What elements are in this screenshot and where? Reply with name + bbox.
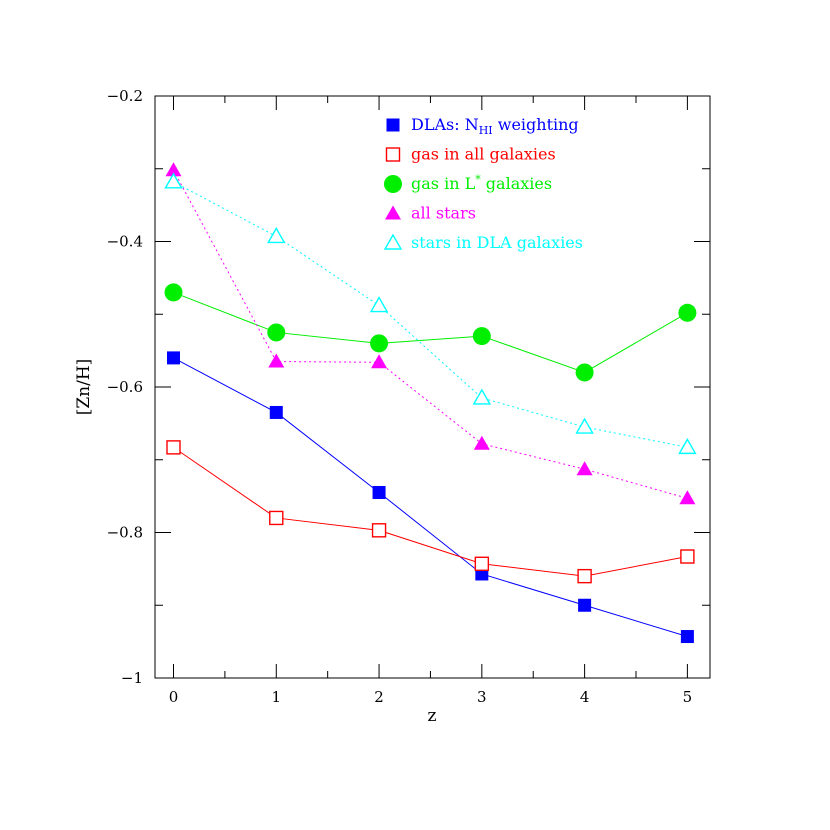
- data-point: [678, 303, 697, 322]
- series-line: [173, 181, 688, 448]
- legend-label-text: galaxies: [481, 174, 552, 193]
- legend-marker: [385, 147, 401, 162]
- legend-label-superscript: *: [475, 173, 481, 186]
- data-point: [372, 485, 386, 499]
- series-0: [167, 351, 694, 644]
- data-point: [165, 162, 182, 177]
- data-point: [269, 405, 283, 419]
- data-point: [578, 598, 592, 612]
- data-point: [371, 523, 387, 538]
- legend-label-text: DLAs: N: [411, 115, 479, 134]
- data-point: [164, 172, 183, 189]
- legend-marker: [384, 175, 402, 193]
- series-3: [165, 162, 696, 505]
- legend-label: all stars: [411, 204, 476, 223]
- y-tick-label: −0.2: [107, 87, 143, 105]
- legend-label: gas in all galaxies: [411, 145, 556, 164]
- series-line: [173, 169, 688, 499]
- data-point: [473, 435, 490, 450]
- data-point: [680, 630, 694, 644]
- legend-label-text: gas in L: [411, 174, 476, 193]
- legend-label-text: weighting: [493, 115, 579, 134]
- data-point: [474, 556, 490, 571]
- data-point: [269, 510, 284, 526]
- legend-marker: [385, 205, 401, 220]
- y-axis-label: [Zn/H]: [74, 359, 94, 416]
- x-tick-label: 2: [374, 688, 384, 706]
- legend-marker: [383, 233, 403, 250]
- legend-label-text: gas in all galaxies: [411, 145, 556, 164]
- legend-entry: gas in all galaxies: [385, 145, 556, 164]
- x-tick-label: 1: [272, 688, 282, 706]
- y-tick-label: −1: [121, 669, 143, 687]
- legend-entry: stars in DLA galaxies: [383, 233, 583, 252]
- y-tick-label: −0.8: [107, 524, 143, 542]
- x-tick-label: 3: [477, 688, 487, 706]
- data-point: [680, 549, 695, 564]
- data-point: [267, 323, 286, 342]
- legend-label-subscript: HI: [479, 124, 493, 137]
- legend-label: gas in L* galaxies: [411, 173, 552, 193]
- data-point: [577, 568, 592, 584]
- data-point: [472, 327, 491, 346]
- x-tick-label: 5: [683, 688, 693, 706]
- x-axis-label: z: [428, 706, 437, 726]
- legend-entry: DLAs: NHI weighting: [386, 115, 579, 137]
- data-point: [369, 296, 389, 313]
- legend-label: DLAs: NHI weighting: [411, 115, 579, 137]
- series-line: [173, 357, 688, 638]
- series-line: [173, 446, 688, 577]
- legend-entry: all stars: [385, 204, 476, 223]
- data-point: [679, 490, 696, 505]
- x-tick-label: 0: [169, 688, 179, 706]
- data-point: [575, 417, 594, 434]
- axis-ticks: [155, 95, 710, 679]
- y-tick-label: −0.6: [107, 378, 143, 396]
- series-line: [173, 291, 688, 373]
- data-point: [267, 226, 286, 244]
- data-point: [370, 334, 389, 353]
- series-1: [166, 440, 695, 584]
- data-point: [576, 461, 593, 476]
- data-point: [164, 283, 183, 302]
- data-point: [167, 351, 180, 365]
- data-point: [472, 388, 492, 405]
- data-point: [371, 354, 388, 369]
- series-4: [164, 172, 697, 455]
- y-tick-label: −0.4: [107, 233, 143, 251]
- legend: DLAs: NHI weighting gas in all galaxies ga…: [383, 115, 583, 252]
- legend-label-text: stars in DLA galaxies: [411, 233, 583, 252]
- axis-tick-labels: 0 1 2 3 4 5 −1 −0.8 −0.6 −0.4 −0.2: [107, 87, 693, 706]
- x-tick-label: 4: [580, 688, 590, 706]
- series-2: [164, 283, 697, 382]
- data-point: [575, 363, 594, 382]
- legend-marker: [386, 118, 400, 132]
- series-layer: [164, 162, 697, 644]
- legend-entry: gas in L* galaxies: [384, 173, 552, 193]
- data-point: [678, 437, 697, 455]
- data-point: [166, 440, 181, 455]
- data-point: [268, 353, 285, 368]
- legend-label-text: all stars: [411, 204, 476, 223]
- legend-label: stars in DLA galaxies: [411, 233, 583, 252]
